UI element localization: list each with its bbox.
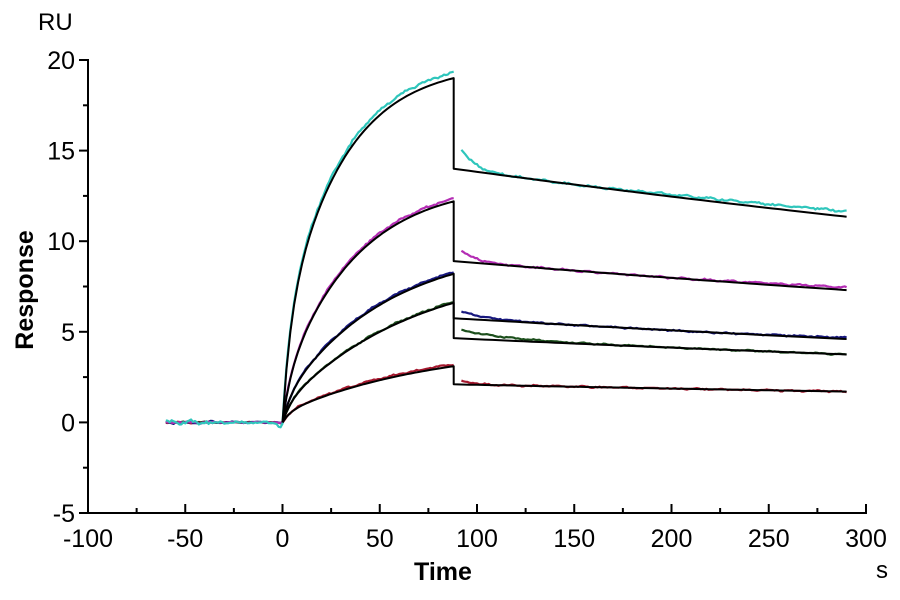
x-tick-label: 0: [276, 525, 290, 553]
x-tick-label: 100: [456, 525, 498, 553]
y-tick-label: -5: [53, 500, 75, 528]
y-tick-label: 0: [61, 409, 75, 437]
series-data-dissoc-trace-3-navy: [460, 310, 847, 339]
x-unit-label: s: [876, 557, 888, 584]
x-tick-label: 200: [651, 525, 693, 553]
x-tick-label: 250: [748, 525, 790, 553]
series-fit-trace-2-magenta: [281, 200, 847, 423]
series-fit-trace-4-darkgreen: [281, 301, 847, 423]
y-tick-label: 10: [47, 228, 75, 256]
y-tick-label: 15: [47, 138, 75, 166]
y-axis-title: Response: [11, 230, 39, 350]
data-traces: [165, 70, 848, 429]
y-tick-label: 20: [47, 47, 75, 75]
x-tick-label: 300: [845, 525, 887, 553]
series-fit-trace-3-navy: [281, 272, 847, 423]
x-tick-label: 50: [366, 525, 394, 553]
x-tick-label: -50: [167, 525, 203, 553]
x-tick-label: -100: [63, 525, 113, 553]
series-fit-trace-5-darkred: [281, 365, 847, 423]
y-tick-label: 5: [61, 319, 75, 347]
x-axis-title: Time: [414, 558, 472, 586]
series-fit-trace-1-cyan: [281, 77, 847, 423]
fit-curves: [281, 77, 847, 423]
series-data-dissoc-trace-4-darkgreen: [461, 328, 847, 356]
series-data-dissoc-trace-2-magenta: [460, 249, 848, 289]
series-data-dissoc-trace-1-cyan: [460, 149, 847, 213]
x-tick-label: 150: [553, 525, 595, 553]
y-unit-label: RU: [38, 9, 73, 36]
